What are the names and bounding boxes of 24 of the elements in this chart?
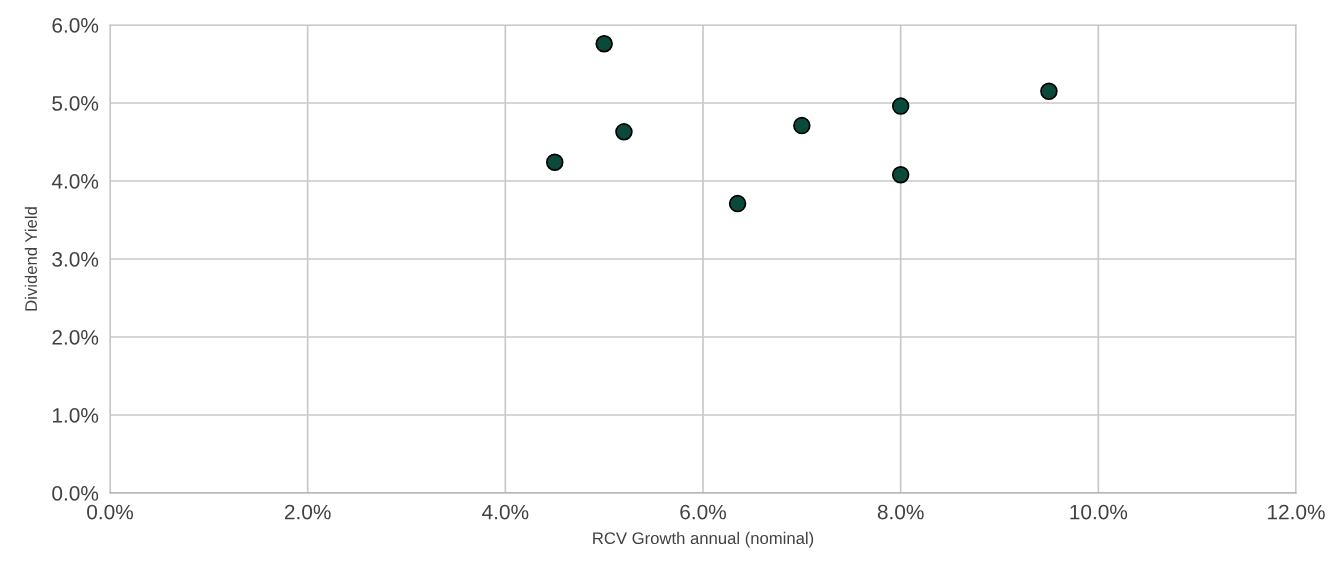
y-tick-label: 3.0% bbox=[52, 252, 99, 267]
y-tick-label: 0.0% bbox=[52, 486, 99, 501]
point bbox=[1040, 82, 1058, 101]
point bbox=[615, 123, 633, 141]
x-tick-label: 6.0% bbox=[680, 504, 726, 520]
y-axis-title: Dividend Yield bbox=[24, 207, 37, 311]
x-tick-label: 12.0% bbox=[1268, 504, 1325, 520]
x-tick-label: 10.0% bbox=[1070, 504, 1128, 520]
y-tick-label: 4.0% bbox=[51, 174, 99, 189]
point bbox=[891, 97, 910, 115]
y-tick-label: 5.0% bbox=[52, 96, 99, 111]
y-tick-label: 2.0% bbox=[52, 330, 99, 345]
x-axis-title: RCV Growth annual (nominal) bbox=[593, 531, 814, 548]
point bbox=[891, 166, 910, 184]
point bbox=[728, 194, 747, 213]
x-tick-label: 0.0% bbox=[87, 504, 133, 520]
y-tick-label: 1.0% bbox=[52, 408, 99, 423]
x-tick-label: 2.0% bbox=[284, 504, 331, 520]
x-tick-label: 8.0% bbox=[877, 504, 924, 520]
point bbox=[545, 153, 564, 172]
point bbox=[595, 34, 613, 53]
x-tick-label: 4.0% bbox=[482, 504, 529, 520]
y-tick-label: 6.0% bbox=[52, 18, 99, 33]
point bbox=[793, 116, 811, 135]
